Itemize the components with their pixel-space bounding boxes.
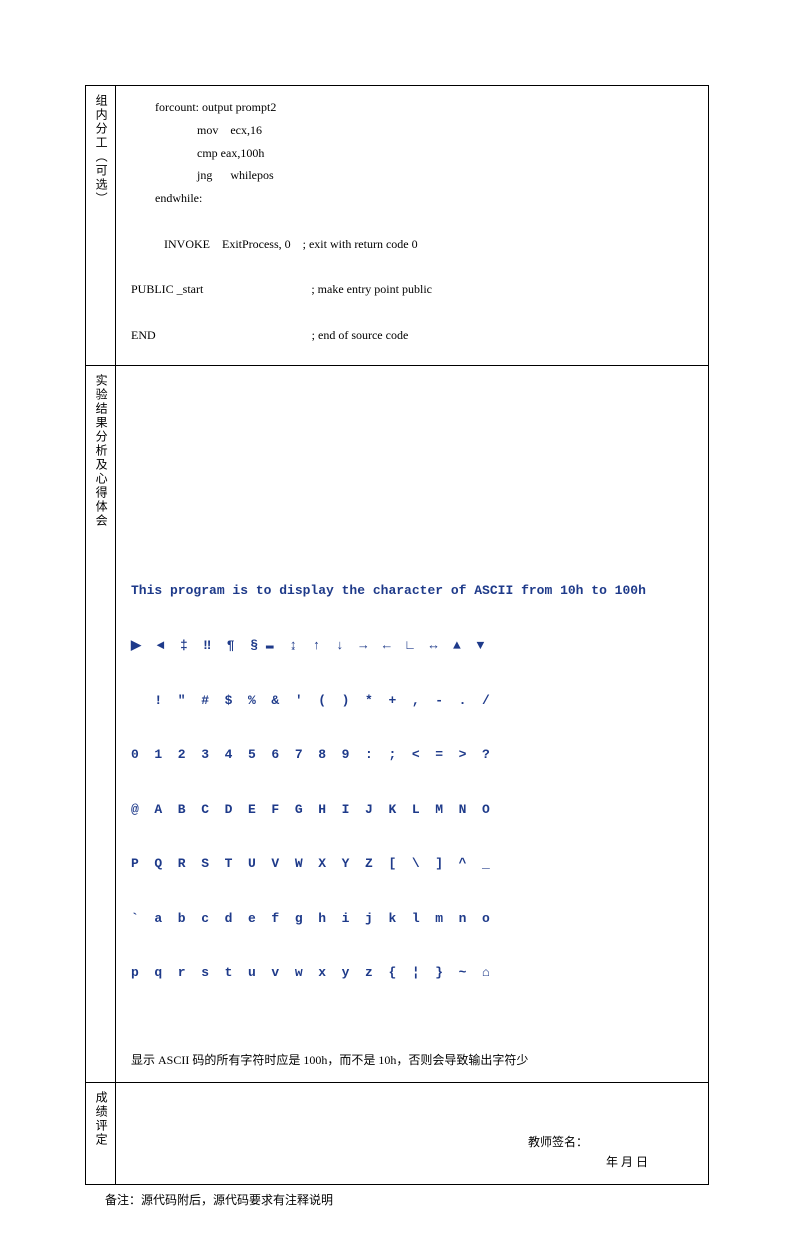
sidebar-division-label: 组内分工（可选）	[91, 94, 110, 206]
date-line: 年 月 日	[606, 1151, 648, 1174]
console-title: This program is to display the character…	[131, 582, 693, 600]
sidebar-analysis: 实验结果分析及心得体会	[86, 366, 116, 1083]
console-line: P Q R S T U V W X Y Z [ \ ] ^ _	[131, 855, 693, 873]
console-line: ` a b c d e f g h i j k l m n o	[131, 910, 693, 928]
page: 组内分工（可选） forcount: output prompt2 mov ec…	[0, 0, 794, 1248]
sidebar-grade: 成绩评定	[86, 1082, 116, 1184]
analysis-cell: This program is to display the character…	[116, 366, 709, 1083]
grade-cell: 教师签名： 年 月 日	[116, 1082, 709, 1184]
console-line: 0 1 2 3 4 5 6 7 8 9 : ; < = > ?	[131, 746, 693, 764]
sidebar-grade-label: 成绩评定	[91, 1091, 110, 1147]
footnote: 备注：源代码附后，源代码要求有注释说明	[85, 1185, 709, 1208]
console-line: p q r s t u v w x y z { ¦ } ~ ⌂	[131, 964, 693, 982]
console-output: This program is to display the character…	[131, 546, 693, 1019]
console-line: @ A B C D E F G H I J K L M N O	[131, 801, 693, 819]
analysis-text: 显示 ASCII 码的所有字符时应是 100h，而不是 10h，否则会导致输出字…	[131, 1049, 693, 1072]
code-cell: forcount: output prompt2 mov ecx,16 cmp …	[116, 86, 709, 366]
source-code: forcount: output prompt2 mov ecx,16 cmp …	[131, 96, 693, 347]
console-line: ! " # $ % & ' ( ) * + , - . /	[131, 692, 693, 710]
console-line: ▶ ◄ ‡ ‼ ¶ § ▬ ↨ ↑ ↓ → ← ∟ ↔ ▲ ▼	[131, 637, 693, 655]
main-table: 组内分工（可选） forcount: output prompt2 mov ec…	[85, 85, 709, 1185]
sidebar-analysis-label: 实验结果分析及心得体会	[91, 374, 110, 528]
teacher-sign: 教师签名：	[528, 1131, 588, 1154]
sidebar-division: 组内分工（可选）	[86, 86, 116, 366]
